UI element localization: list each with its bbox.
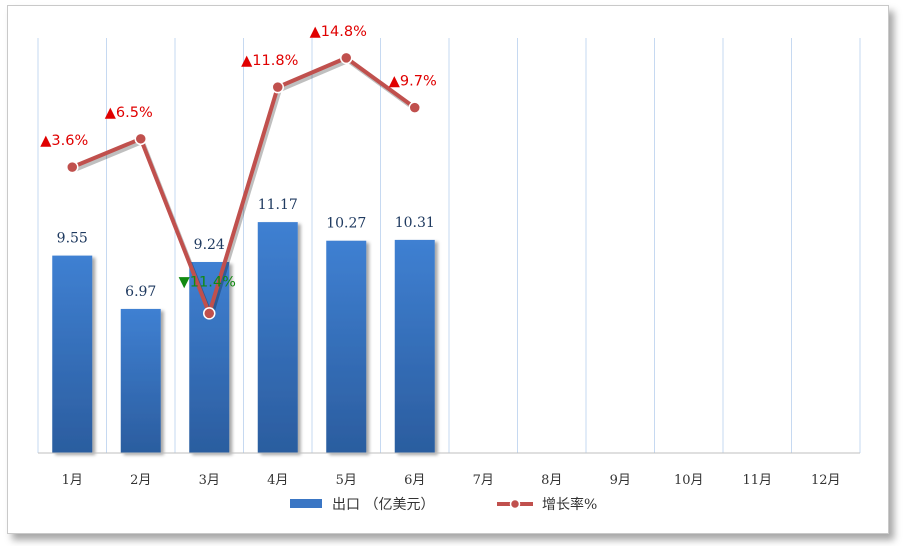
bar — [52, 255, 93, 453]
growth-point — [340, 51, 353, 65]
x-tick-label: 7月 — [473, 473, 494, 488]
bar-value-label: 9.24 — [194, 237, 225, 253]
x-tick-label: 12月 — [811, 473, 841, 488]
x-tick-label: 1月 — [62, 473, 83, 488]
bar — [189, 262, 230, 453]
data-labels: 9.55 6.97 9.24 11.17 10.27 10.31 ▲3.6% ▲6.5% ▼11… — [40, 24, 437, 300]
growth-value-label: ▲3.6% — [40, 133, 88, 149]
growth-value-label: ▲9.7% — [389, 74, 437, 90]
growth-point — [271, 80, 284, 94]
x-axis: 1月 2月 3月 4月 5月 6月 7月 8月 9月 10月 11月 12月 — [38, 452, 860, 488]
bar — [257, 222, 298, 453]
growth-point — [66, 160, 79, 174]
bars — [52, 222, 435, 453]
x-tick-label: 8月 — [541, 473, 562, 488]
x-tick-label: 5月 — [336, 473, 357, 488]
x-tick-label: 10月 — [674, 473, 704, 488]
x-tick-label: 2月 — [130, 473, 151, 488]
x-tick-label: 11月 — [742, 473, 772, 488]
x-tick-label: 6月 — [404, 473, 425, 488]
bar — [394, 239, 435, 453]
bar — [120, 308, 161, 453]
bar-value-label: 6.97 — [125, 284, 156, 300]
x-tick-label: 9月 — [610, 473, 631, 488]
growth-point — [203, 307, 216, 320]
growth-value-label: ▲11.8% — [241, 53, 298, 69]
x-tick-label: 3月 — [199, 473, 220, 488]
gridlines — [37, 38, 861, 453]
legend-swatch-exports — [290, 499, 322, 508]
legend: 出口 （亿美元） 增长率% — [290, 496, 597, 513]
legend-label-growth: 增长率% — [542, 496, 597, 513]
legend-label-exports: 出口 （亿美元） — [332, 497, 434, 513]
growth-point — [134, 132, 147, 146]
bar-value-label: 9.55 — [57, 231, 88, 247]
growth-value-label: ▲6.5% — [105, 105, 153, 121]
bar-value-label: 10.31 — [395, 215, 435, 231]
growth-line-path — [71, 55, 416, 316]
bar — [326, 240, 367, 453]
growth-value-label: ▼11.4% — [179, 274, 236, 290]
bar-value-label: 11.17 — [258, 197, 298, 213]
growth-point — [408, 101, 421, 114]
growth-value-label: ▲14.8% — [310, 24, 367, 40]
growth-line — [66, 51, 421, 320]
legend-swatch-growth-marker — [509, 498, 521, 510]
bar-value-label: 10.27 — [326, 216, 366, 232]
x-tick-label: 4月 — [267, 473, 288, 488]
